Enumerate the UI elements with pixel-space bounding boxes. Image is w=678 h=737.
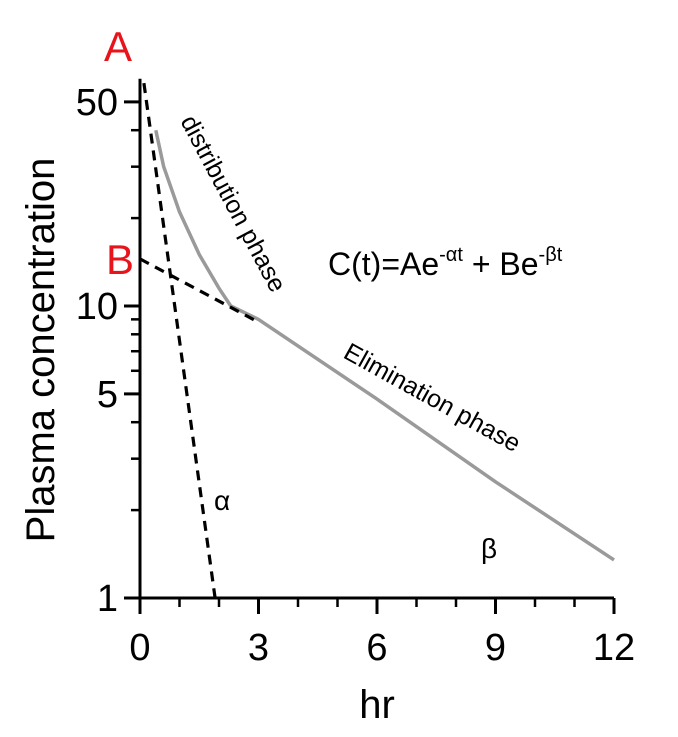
x-axis-label: hr — [359, 683, 395, 727]
y-tick-label: 50 — [76, 82, 118, 124]
x-tick-label: 12 — [593, 627, 635, 669]
y-tick-label: 1 — [97, 578, 118, 620]
x-tick-label: 9 — [485, 627, 506, 669]
y-axis-label: Plasma concentration — [19, 158, 63, 543]
equation-exp2: -βt — [539, 244, 563, 266]
x-tick-label: 3 — [248, 627, 269, 669]
equation-exp1: -αt — [439, 244, 463, 266]
equation-prefix: C(t)=Ae — [328, 246, 439, 282]
alpha-label: α — [214, 485, 230, 516]
elimination-phase-label: Elimination phase — [339, 338, 525, 458]
distribution-phase-label: distribution phase — [175, 111, 292, 297]
dashed-line-1 — [142, 82, 217, 599]
dashed-line-2 — [139, 257, 260, 324]
label-A: A — [104, 23, 132, 70]
x-tick-label: 0 — [129, 627, 150, 669]
y-tick-label: 10 — [76, 286, 118, 328]
label-B: B — [106, 236, 134, 283]
concentration-curve — [154, 129, 615, 562]
x-tick-label: 6 — [366, 627, 387, 669]
y-tick-label: 5 — [97, 374, 118, 416]
ticks: 1 5 10 50 0 3 6 9 12 — [76, 82, 635, 669]
beta-label: β — [481, 533, 497, 564]
equation-middle: + Be — [463, 246, 539, 282]
series — [139, 82, 615, 599]
equation: C(t)=Ae-αt + Be-βt — [328, 244, 563, 282]
